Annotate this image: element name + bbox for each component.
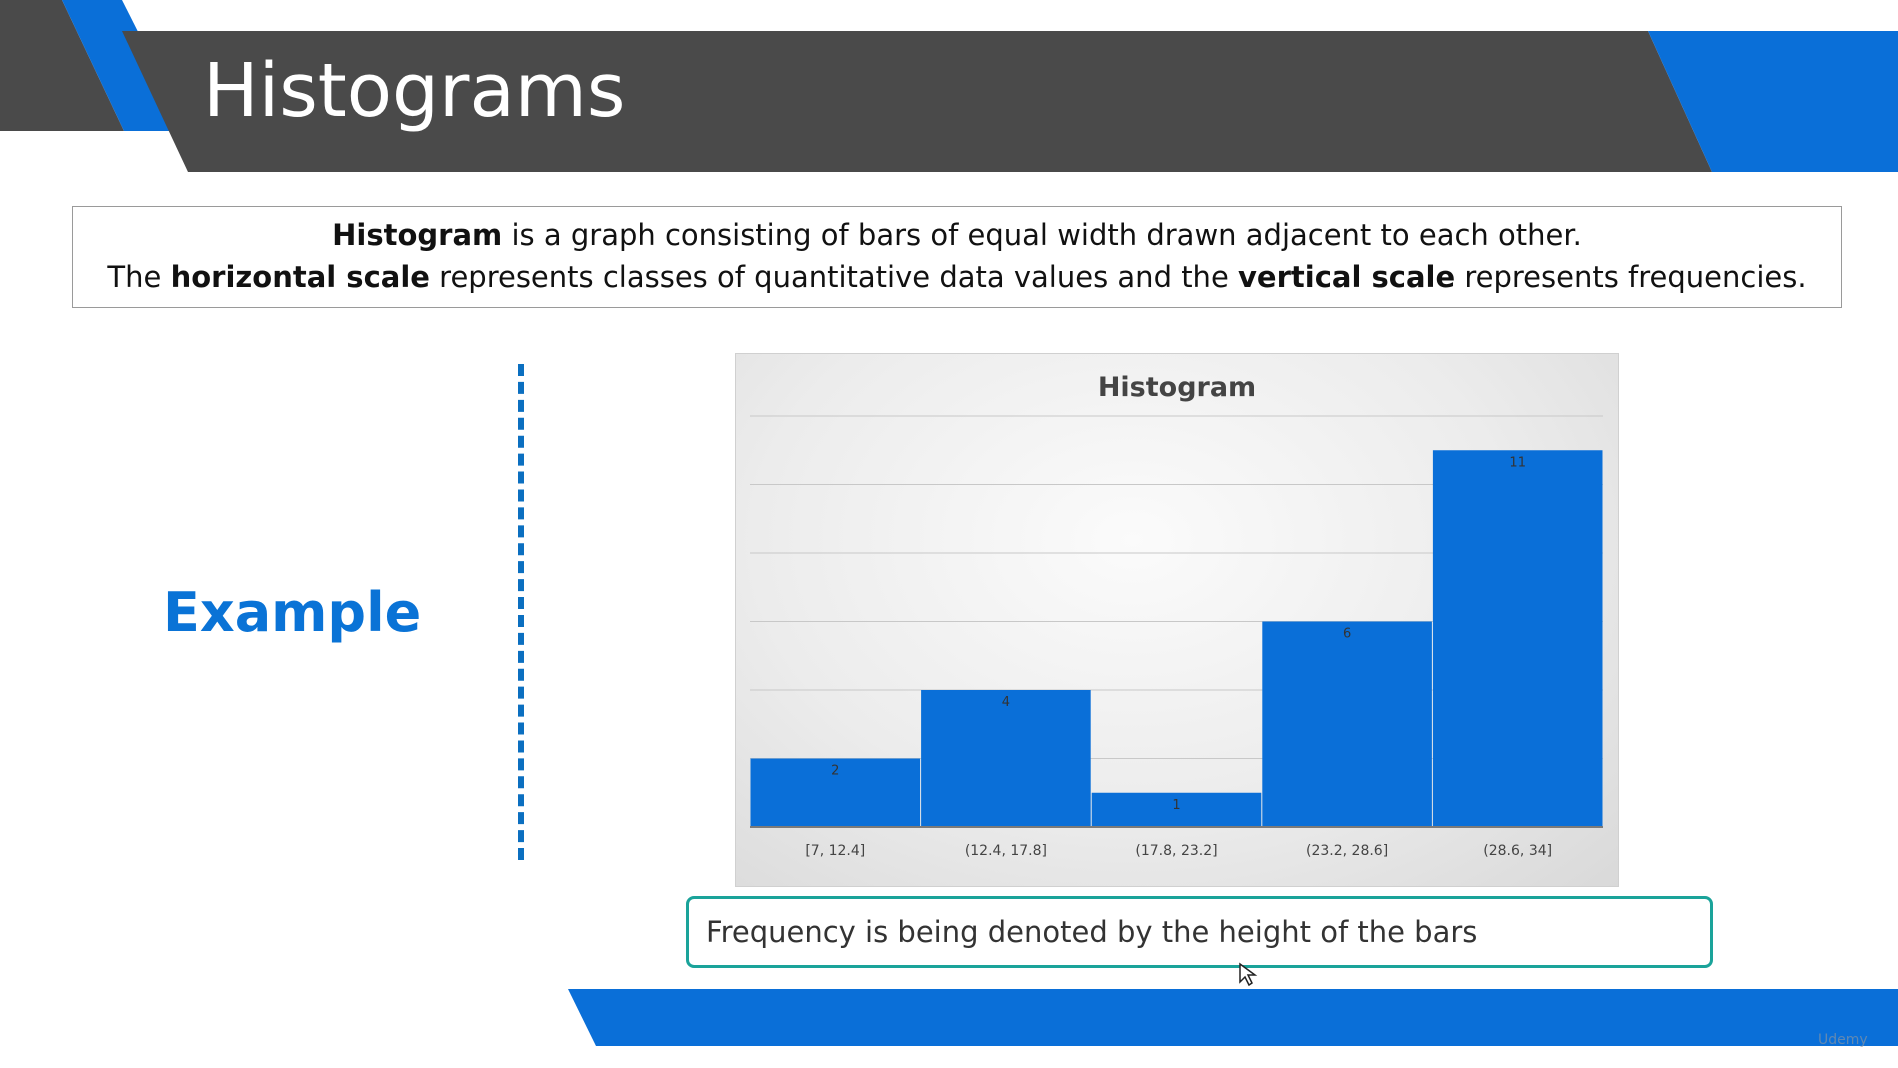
x-tick-label: [7, 12.4]: [805, 843, 865, 859]
histogram-bar: [750, 758, 921, 827]
bar-value-label: 4: [1002, 695, 1010, 710]
x-tick-label: (17.8, 23.2]: [1135, 843, 1217, 859]
slide-title: Histograms: [203, 48, 626, 134]
bar-value-label: 11: [1509, 455, 1526, 470]
x-tick-label: (12.4, 17.8]: [965, 843, 1047, 859]
chart-title: Histogram: [1098, 372, 1256, 403]
data-labels: 2 4 1 6 11: [831, 455, 1526, 813]
mouse-cursor-icon: [1239, 962, 1258, 987]
bar-value-label: 6: [1343, 627, 1351, 642]
header-left-dark-block: [0, 0, 124, 131]
x-tick-labels: [7, 12.4] (12.4, 17.8] (17.8, 23.2] (23.2, …: [805, 843, 1552, 859]
vertical-scale-term: vertical scale: [1238, 260, 1456, 294]
header-right-blue-block: [1648, 31, 1898, 172]
dashed-divider: [518, 364, 524, 860]
header-dark-banner: [122, 31, 1712, 172]
histogram-chart: 2 4 1 6 11 [7, 12.4] (12.4, 17.8] (17.8, 23.2]…: [736, 354, 1618, 886]
caption-text: Frequency is being denoted by the height…: [706, 915, 1478, 949]
histogram-bar: [921, 690, 1091, 827]
bar-value-label: 2: [831, 764, 839, 779]
footer-blue-band: [568, 989, 1898, 1046]
definition-text-1: is a graph consisting of bars of equal w…: [502, 218, 1582, 252]
caption-box: Frequency is being denoted by the height…: [686, 896, 1713, 968]
watermark-logo: Udemy: [1818, 1032, 1868, 1048]
x-tick-label: (28.6, 34]: [1483, 843, 1552, 859]
example-label: Example: [163, 581, 422, 644]
histogram-bar: [1091, 792, 1262, 827]
definition-text-2c: represents frequencies.: [1455, 260, 1807, 294]
horizontal-scale-term: horizontal scale: [170, 260, 430, 294]
bar-value-label: 1: [1172, 798, 1180, 813]
bars: [750, 450, 1603, 827]
definition-line-1: Histogram is a graph consisting of bars …: [73, 214, 1841, 256]
chart-svg: 2 4 1 6 11 [7, 12.4] (12.4, 17.8] (17.8, 23.2]…: [750, 372, 1603, 859]
histogram-bar: [1262, 621, 1432, 827]
definition-line-2: The horizontal scale represents classes …: [73, 256, 1841, 298]
definition-text-2a: The: [107, 260, 171, 294]
definition-term: Histogram: [332, 218, 503, 252]
definition-text-2b: represents classes of quantitative data …: [429, 260, 1239, 294]
x-tick-label: (23.2, 28.6]: [1306, 843, 1388, 859]
definition-box: Histogram is a graph consisting of bars …: [72, 206, 1842, 308]
histogram-bar: [1432, 450, 1603, 827]
